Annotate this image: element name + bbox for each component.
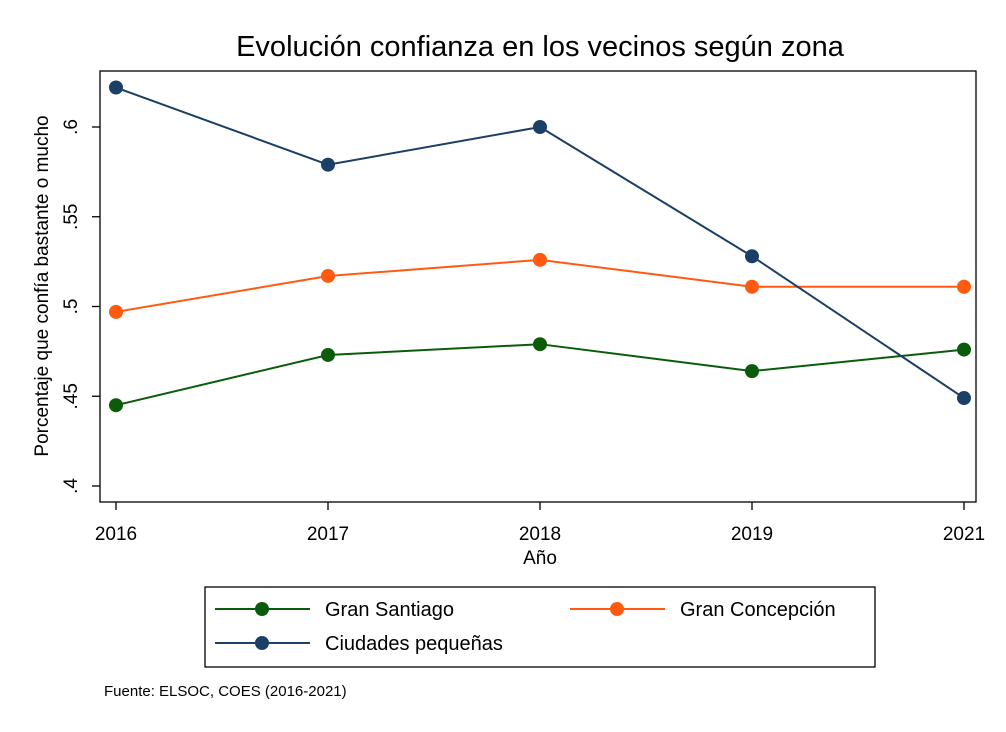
x-axis: 2016 2017 2018 2019 2021	[95, 502, 985, 545]
data-point-gran-santiago	[533, 337, 547, 352]
legend-box	[204, 586, 876, 668]
legend-label-ciudades-pequenas: Ciudades pequeñas	[325, 633, 503, 655]
legend-marker-ciudades-pequenas	[255, 636, 269, 650]
legend-marker-gran-santiago	[255, 602, 269, 616]
x-axis-label: Año	[523, 548, 557, 569]
y-tick-label: .5	[61, 299, 82, 315]
y-axis: .4 .45 .5 .55 .6	[61, 119, 100, 494]
legend-marker-gran-concepcion	[610, 602, 624, 616]
data-point-ciudades-pequenas	[957, 391, 971, 406]
data-point-gran-concepcion	[109, 304, 123, 319]
data-point-gran-concepcion	[321, 268, 335, 283]
data-point-ciudades-pequenas	[533, 120, 547, 134]
data-point-ciudades-pequenas	[745, 249, 759, 264]
data-point-gran-concepcion	[745, 279, 759, 294]
x-tick-label: 2018	[519, 524, 561, 545]
y-tick-label: .6	[61, 119, 82, 135]
y-tick-label: .45	[61, 383, 82, 409]
legend-label-gran-santiago: Gran Santiago	[325, 599, 454, 621]
y-tick-label: .4	[61, 478, 82, 494]
source-note: Fuente: ELSOC, COES (2016-2021)	[104, 683, 347, 700]
data-point-gran-santiago	[321, 347, 335, 362]
data-point-ciudades-pequenas	[321, 157, 335, 172]
chart-title: Evolución confianza en los vecinos según…	[236, 31, 845, 63]
data-point-gran-concepcion	[957, 279, 971, 294]
y-tick-label: .55	[61, 204, 82, 230]
series-layer	[109, 80, 971, 413]
x-tick-label: 2019	[731, 524, 773, 545]
data-point-gran-santiago	[957, 342, 971, 357]
legend-label-gran-concepcion: Gran Concepción	[680, 599, 836, 621]
x-tick-label: 2021	[943, 524, 985, 545]
data-point-gran-santiago	[109, 398, 123, 413]
data-point-gran-concepcion	[533, 252, 547, 267]
y-axis-label: Porcentaje que confía bastante o mucho	[32, 115, 53, 456]
x-tick-label: 2017	[307, 524, 349, 545]
x-tick-label: 2016	[95, 524, 137, 545]
data-point-ciudades-pequenas	[109, 80, 123, 95]
data-point-gran-santiago	[745, 364, 759, 379]
